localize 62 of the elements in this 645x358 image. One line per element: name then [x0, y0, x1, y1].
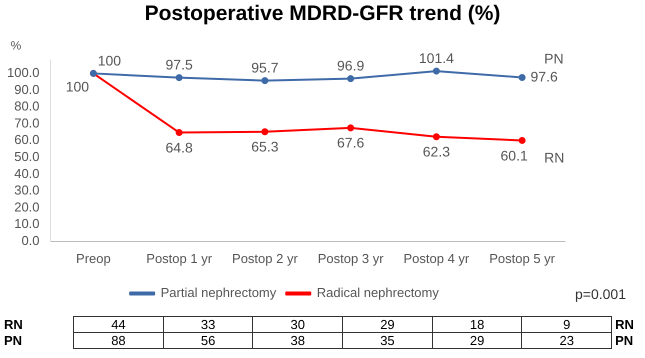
y-tick-label: 90.0	[14, 82, 40, 97]
y-tick-label: 0.0	[21, 232, 40, 248]
text: RN	[4, 316, 24, 332]
y-tick-label: 20.0	[14, 199, 40, 214]
point	[518, 74, 526, 81]
point	[176, 74, 183, 82]
y-tick-label: 40.0	[14, 166, 40, 181]
text: 30	[252, 316, 343, 332]
y-tick-label: 30.0	[14, 182, 40, 198]
x-tick-label: Postop 5 yr	[489, 250, 556, 266]
y-tick-label: 100.0	[6, 65, 40, 80]
text: 33	[163, 316, 253, 332]
y-tick-label: 70.0	[14, 115, 40, 130]
x-tick-label: Postop 4 yr	[404, 250, 470, 266]
text: p=0.001	[575, 286, 626, 302]
data-label: 100	[66, 78, 90, 94]
text: 29	[432, 332, 522, 348]
point	[261, 77, 268, 84]
chart-title: Postoperative MDRD-GFR trend (%)	[144, 2, 502, 26]
text: 18	[432, 316, 522, 332]
y-tick-label: 50.0	[14, 148, 40, 164]
point	[176, 129, 183, 136]
y-tick-label: 60.0	[14, 132, 40, 148]
data-label: 60.1	[500, 147, 528, 164]
y-tick-label: 80.0	[14, 98, 40, 114]
data-label: 97.5	[166, 56, 193, 72]
data-label: 97.6	[530, 68, 558, 84]
data-label: 65.3	[251, 138, 279, 155]
text: PN	[4, 332, 24, 348]
text: 35	[342, 332, 432, 348]
text: 56	[163, 332, 253, 348]
text: 44	[74, 316, 164, 332]
legend-label: Partial nephrectomy	[160, 285, 277, 300]
point	[518, 136, 526, 144]
legend-label: Radical nephrectomy	[316, 285, 440, 300]
data-label: 95.7	[251, 60, 279, 76]
point	[347, 75, 354, 82]
x-tick-label: Preop	[76, 250, 111, 266]
data-label: 62.3	[422, 144, 450, 160]
point	[432, 68, 440, 75]
text: 38	[252, 332, 343, 348]
text: 29	[342, 316, 432, 332]
text: RN	[614, 316, 635, 332]
annotation: RN	[544, 149, 564, 166]
x-tick-label: Postop 2 yr	[232, 250, 298, 266]
point	[261, 128, 268, 136]
y-axis-title: %	[10, 38, 22, 52]
text: 23	[522, 332, 612, 348]
data-label: 67.6	[337, 134, 364, 151]
y-tick-label: 10.0	[14, 216, 40, 232]
data-label: 64.8	[166, 139, 193, 156]
data-label: 100	[98, 52, 122, 68]
data-label: 101.4	[418, 50, 454, 66]
x-tick-label: Postop 3 yr	[318, 250, 384, 266]
text: 9	[522, 316, 612, 332]
point	[347, 124, 354, 132]
data-label: 96.9	[337, 58, 364, 74]
text: PN	[614, 332, 634, 348]
text: 88	[74, 332, 164, 348]
annotation: PN	[544, 50, 564, 66]
point	[432, 133, 440, 140]
x-tick-label: Postop 1 yr	[146, 250, 213, 266]
